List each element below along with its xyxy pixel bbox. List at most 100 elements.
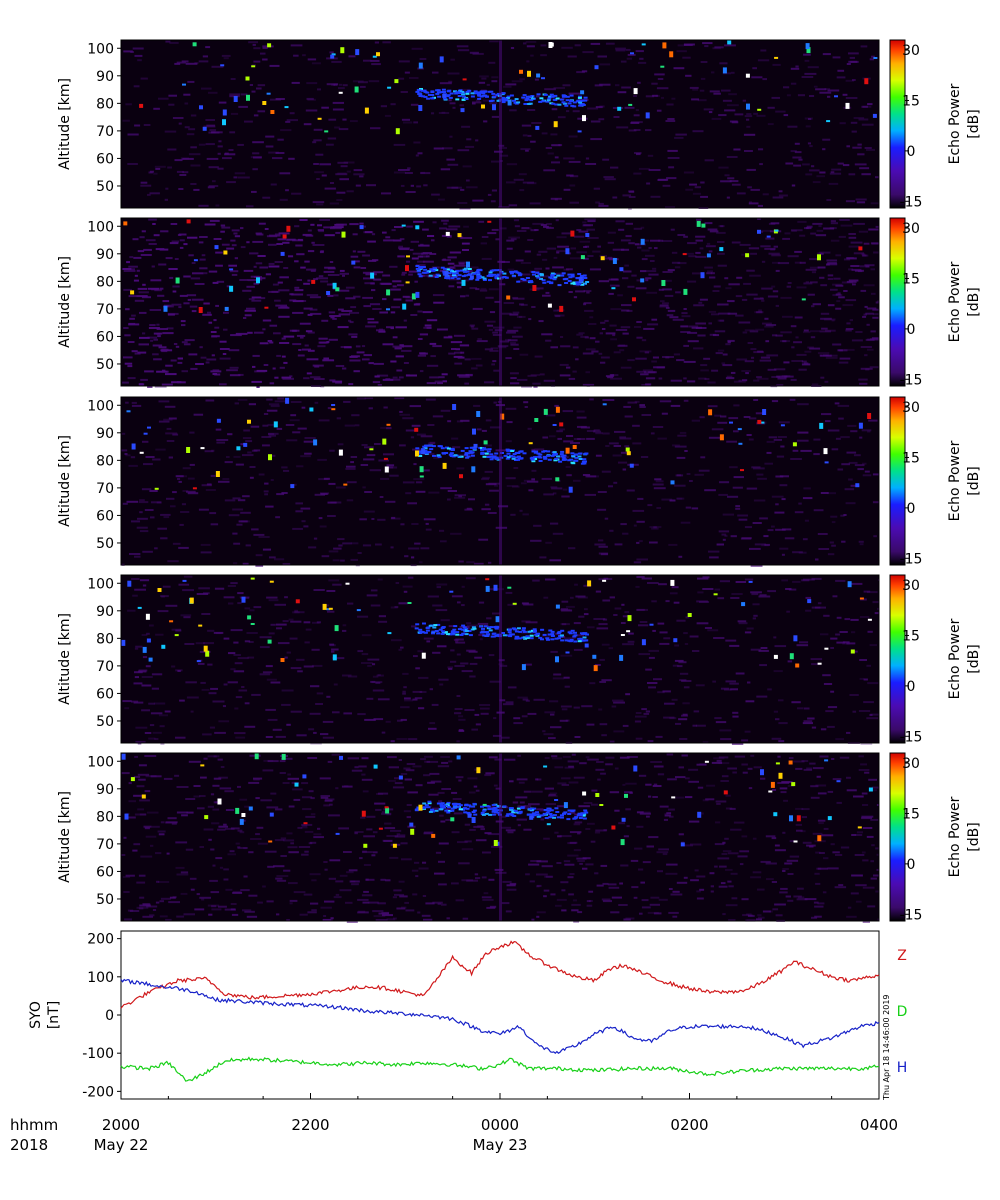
y-tick-label: 90 (96, 782, 114, 798)
series-label-Z: Z (897, 948, 907, 964)
echo-spots (121, 577, 872, 672)
y-tick-label: 100 (87, 576, 114, 592)
panel-frame (120, 217, 880, 387)
y-tick-label: 80 (96, 631, 114, 647)
colorbar-unit: [dB] (966, 287, 982, 316)
panel-frame (120, 396, 880, 566)
midnight-streak (499, 397, 502, 565)
y-tick-label: 80 (96, 274, 114, 290)
echo-layer (415, 265, 590, 286)
colorbar-tick-label: -15 (900, 729, 923, 745)
y-ticks: 50 60 70 80 90 100 (87, 219, 121, 373)
series-label-D: D (897, 1004, 908, 1020)
time-axis: hhmm 2018 2000 May 22 2200 0000 May 23 0200 0400 (10, 1093, 898, 1154)
colorbar-tick-label: 0 (907, 679, 916, 695)
y-tick-label: 60 (96, 508, 114, 524)
midnight-streak (499, 575, 502, 743)
y-tick-label: 50 (96, 892, 114, 908)
y-tick-label: 100 (87, 398, 114, 414)
magnetometer-panel: 200 100 0 -100 -200 SYO [nT] Z D H (28, 930, 908, 1100)
colorbar: 30 15 0 -15 Echo Power [dB] (889, 396, 982, 567)
series-line-Z (120, 940, 880, 1009)
mag-y-tick-label: 0 (105, 1008, 114, 1024)
colorbar-label: Echo Power (947, 618, 963, 699)
colorbar-tick-label: 30 (902, 400, 920, 416)
colorbar-tick-label: 0 (907, 144, 916, 160)
radar-panels: 50 60 70 80 90 100 Altitude [km] 50 60 70 80 90 100 A… (57, 39, 880, 923)
colorbar-label: Echo Power (947, 261, 963, 342)
colorbar-tick-label: -15 (900, 194, 923, 210)
y-axis-label: Altitude [km] (57, 613, 73, 705)
y-tick-label: 80 (96, 96, 114, 112)
colorbar-tick-label: 15 (902, 93, 920, 109)
colorbar-tick-label: 0 (907, 857, 916, 873)
y-ticks: 50 60 70 80 90 100 (87, 398, 121, 552)
y-ticks: 50 60 70 80 90 100 (87, 41, 121, 195)
y-tick-label: 50 (96, 536, 114, 552)
x-tick-date: May 23 (473, 1136, 528, 1154)
y-tick-label: 90 (96, 426, 114, 442)
y-tick-label: 80 (96, 809, 114, 825)
y-axis-label: Altitude [km] (57, 256, 73, 348)
y-tick-label: 60 (96, 864, 114, 880)
y-tick-label: 70 (96, 302, 114, 318)
noise-layer (122, 218, 879, 388)
y-tick-label: 90 (96, 247, 114, 263)
mag-y-tick-label: -100 (82, 1046, 114, 1062)
echo-spots (139, 40, 878, 135)
xaxis-prefix-hhmm: hhmm (10, 1116, 58, 1134)
colorbar-unit: [dB] (966, 466, 982, 495)
y-tick-label: 50 (96, 357, 114, 373)
mag-y-tick-label: 200 (87, 932, 114, 948)
colorbar-tick-label: -15 (900, 907, 923, 923)
series-line-D (120, 1056, 880, 1082)
colorbar: 30 15 0 -15 Echo Power [dB] (889, 217, 982, 388)
x-tick-label: 0400 (860, 1116, 898, 1134)
noise-layer (122, 575, 879, 745)
mag-ylabel-station: SYO (28, 1001, 44, 1029)
colorbar: 30 15 0 -15 Echo Power [dB] (889, 39, 982, 210)
y-tick-label: 100 (87, 219, 114, 235)
colorbar-scale (889, 574, 906, 744)
echo-layer (415, 88, 588, 108)
echo-layer (415, 444, 589, 465)
panel-frame (120, 574, 880, 744)
colorbar-tick-label: 0 (907, 501, 916, 517)
midnight-streak (499, 753, 502, 921)
y-axis-label: Altitude [km] (57, 435, 73, 527)
echo-spots (121, 753, 873, 848)
colorbar-label: Echo Power (947, 440, 963, 521)
mag-y-tick-label: 100 (87, 970, 114, 986)
y-tick-label: 70 (96, 124, 114, 140)
y-tick-label: 50 (96, 179, 114, 195)
colorbar-tick-label: -15 (900, 551, 923, 567)
colorbar-tick-label: 15 (902, 271, 920, 287)
y-tick-label: 100 (87, 754, 114, 770)
colorbar-tick-label: 15 (902, 628, 920, 644)
x-tick-label: 0200 (670, 1116, 708, 1134)
colorbar-tick-label: -15 (900, 372, 923, 388)
y-ticks: 50 60 70 80 90 100 (87, 754, 121, 908)
colorbar: 30 15 0 -15 Echo Power [dB] (889, 752, 982, 923)
radar-panel: 50 60 70 80 90 100 Altitude [km] (57, 39, 880, 210)
x-tick-label: 2000 (102, 1116, 140, 1134)
colorbar-tick-label: 30 (902, 43, 920, 59)
radar-panel: 50 60 70 80 90 100 Altitude [km] (57, 217, 880, 388)
colorbar-tick-label: 30 (902, 756, 920, 772)
panel-frame (120, 39, 880, 209)
mag-y-tick-label: -200 (82, 1084, 114, 1100)
timestamp-label: Thu Apr 18 14:46:00 2019 (882, 994, 891, 1101)
y-ticks: 50 60 70 80 90 100 (87, 576, 121, 730)
colorbar-label: Echo Power (947, 83, 963, 164)
noise-layer (122, 40, 879, 210)
colorbar-tick-label: 0 (907, 322, 916, 338)
series-label-H: H (897, 1060, 908, 1076)
colorbar-scale (889, 752, 906, 922)
series-line-H (120, 978, 880, 1055)
echo-spots (123, 219, 863, 313)
echo-layer (414, 800, 589, 821)
colorbar-unit: [dB] (966, 109, 982, 138)
y-tick-label: 100 (87, 41, 114, 57)
x-tick-label: 0000 (481, 1116, 519, 1134)
